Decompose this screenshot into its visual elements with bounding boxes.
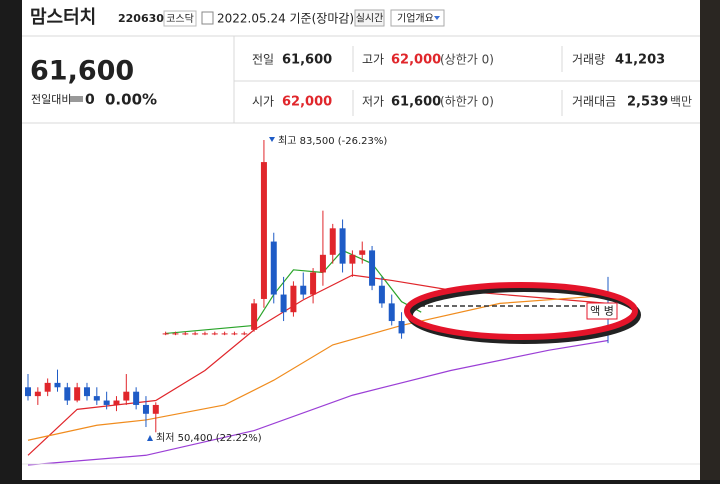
candle-body bbox=[64, 387, 71, 401]
candle-body bbox=[34, 391, 41, 397]
realtime[interactable]: 실시간 bbox=[356, 13, 384, 25]
candle-body bbox=[201, 333, 208, 335]
stat-value: 2,539 bbox=[627, 95, 668, 110]
candle-body bbox=[172, 333, 179, 335]
stock-code: 220630 bbox=[118, 12, 164, 25]
moving-average bbox=[27, 339, 609, 466]
candle-body bbox=[182, 333, 189, 335]
stat-value: 62,000 bbox=[391, 53, 441, 68]
moving-average bbox=[27, 294, 609, 441]
overview[interactable]: 기업개요 bbox=[397, 12, 434, 25]
realtime-button[interactable] bbox=[354, 9, 385, 27]
stat-value: 61,600 bbox=[391, 95, 441, 110]
change-pct: 0.00% bbox=[105, 91, 157, 109]
market-badge bbox=[163, 10, 197, 27]
candle-body bbox=[378, 285, 385, 304]
stat-label: 전일 bbox=[252, 53, 274, 67]
candle-body bbox=[319, 254, 326, 273]
candle-body bbox=[221, 333, 228, 335]
stat-value: 62,000 bbox=[282, 95, 332, 110]
candle-body bbox=[231, 333, 238, 335]
candle-body bbox=[54, 382, 61, 388]
candle-body bbox=[241, 333, 248, 335]
candle-body bbox=[211, 333, 218, 335]
overlay-box bbox=[586, 302, 618, 320]
candle-body bbox=[270, 241, 277, 295]
candle-body bbox=[142, 404, 149, 414]
price: 61,600 bbox=[30, 56, 134, 87]
overview-dropdown[interactable] bbox=[390, 9, 445, 27]
candle-chart bbox=[25, 140, 611, 466]
right-edge bbox=[700, 0, 720, 480]
change: 0 bbox=[85, 92, 95, 108]
calendar-icon bbox=[201, 11, 214, 25]
candle-body bbox=[280, 294, 287, 313]
candle-body bbox=[74, 387, 81, 401]
candle-body bbox=[388, 303, 395, 322]
candle-body bbox=[359, 250, 366, 255]
stat-label: 고가 bbox=[362, 53, 384, 67]
candle-body bbox=[260, 162, 267, 299]
stat-note: (상한가 0) bbox=[440, 53, 494, 67]
stat-label: 거래량 bbox=[572, 53, 605, 67]
stat-value: 41,203 bbox=[615, 53, 665, 68]
candle-body bbox=[369, 250, 376, 286]
low-annotation: 최저 50,400 (22.22%) bbox=[156, 432, 262, 444]
candle-body bbox=[310, 272, 317, 295]
candle-body bbox=[329, 228, 336, 255]
candle-body bbox=[83, 387, 90, 397]
stat-value: 61,600 bbox=[282, 53, 332, 68]
market: 코스닥 bbox=[166, 13, 194, 25]
dropdown-arrow bbox=[434, 16, 440, 20]
candle-body bbox=[290, 285, 297, 313]
overlay-label: 액 병 bbox=[590, 305, 614, 318]
candle-body bbox=[103, 400, 110, 405]
left-edge bbox=[0, 0, 22, 480]
flat-icon bbox=[70, 96, 83, 102]
stat-note: (하한가 0) bbox=[440, 95, 494, 109]
candle-body bbox=[398, 321, 405, 334]
highlight-circle bbox=[404, 282, 638, 340]
stat-unit: 백만 bbox=[670, 95, 692, 109]
candle-body bbox=[339, 228, 346, 264]
candle-body bbox=[25, 387, 31, 397]
low-marker bbox=[147, 435, 153, 441]
candle-body bbox=[152, 404, 159, 414]
candle-body bbox=[93, 396, 100, 401]
candle-body bbox=[192, 333, 199, 335]
stock-name: 맘스터치 bbox=[30, 7, 96, 28]
candle-body bbox=[300, 285, 307, 295]
candle-body bbox=[44, 382, 51, 392]
stat-label: 저가 bbox=[362, 95, 384, 109]
candle-body bbox=[133, 391, 140, 405]
change-label: 전일대비 bbox=[31, 92, 71, 106]
candle-body bbox=[123, 391, 130, 401]
stat-label: 거래대금 bbox=[572, 95, 616, 109]
stat-label: 시가 bbox=[252, 95, 274, 109]
high-annotation: 최고 83,500 (-26.23%) bbox=[278, 135, 387, 147]
candle-body bbox=[113, 400, 120, 405]
candle-body bbox=[162, 333, 169, 335]
high-marker bbox=[269, 137, 275, 142]
date: 2022.05.24 기준(장마감) bbox=[217, 12, 354, 26]
candle-body bbox=[349, 254, 356, 264]
candle-body bbox=[251, 303, 258, 330]
